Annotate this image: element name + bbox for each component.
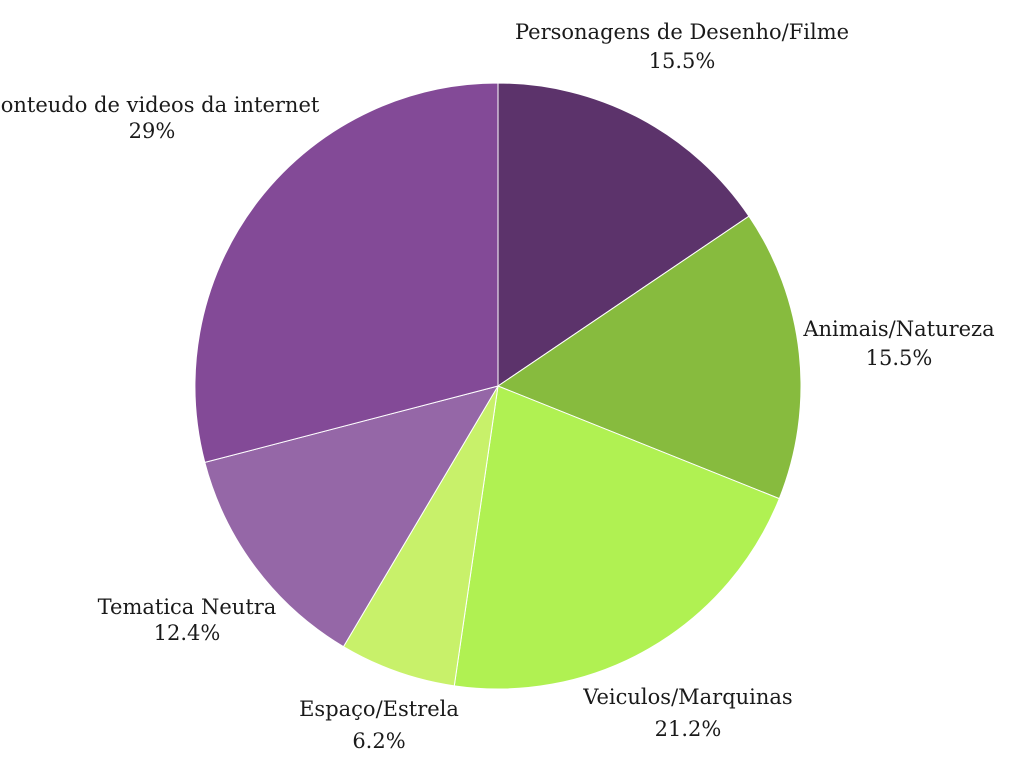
pie-slice-2	[453, 385, 780, 690]
pie-slice-3	[342, 385, 499, 687]
labels-layer: Personagens de Desenho/Filme 15.5% Animais…	[0, 20, 995, 753]
slice-percent-1: 15.5%	[866, 346, 933, 370]
slice-label-2: Veiculos/Marquinas	[582, 685, 792, 709]
pie-slice-5	[194, 82, 499, 464]
slice-label-3: Espaço/Estrela	[299, 697, 459, 721]
slice-percent-5: 29%	[129, 119, 176, 143]
slice-label-4: Tematica Neutra	[98, 595, 277, 619]
slice-percent-0: 15.5%	[649, 49, 716, 73]
slice-label-0: Personagens de Desenho/Filme	[515, 20, 849, 44]
pie-slice-1	[496, 215, 802, 500]
slice-percent-2: 21.2%	[655, 717, 722, 741]
pie-slice-0	[497, 82, 750, 387]
slice-percent-3: 6.2%	[352, 729, 405, 753]
pie-slice-4	[204, 385, 500, 648]
slice-label-5: Conteudo de videos da internet	[0, 93, 320, 117]
slice-label-1: Animais/Natureza	[802, 317, 994, 341]
slice-percent-4: 12.4%	[154, 621, 221, 645]
slices-layer	[194, 82, 802, 690]
